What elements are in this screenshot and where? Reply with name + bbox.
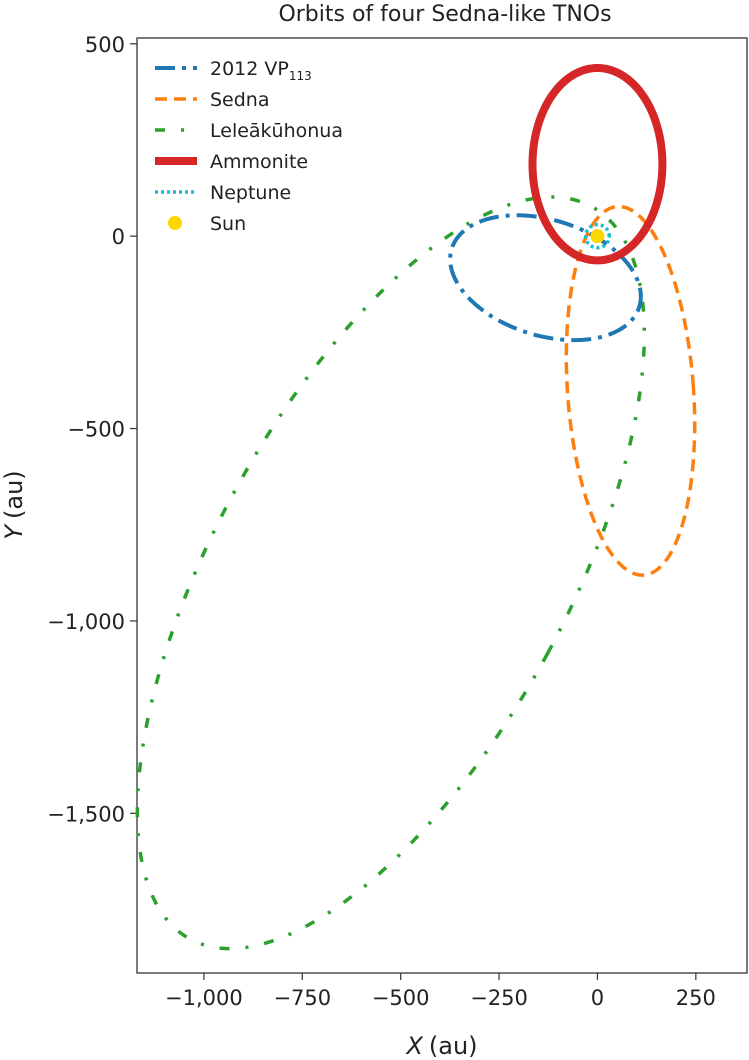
orbit-lele-k-honua	[135, 195, 647, 951]
legend-label-text: Leleākūhonua	[210, 120, 343, 142]
x-tick-label: 0	[591, 986, 604, 1010]
legend-label-text: Ammonite	[210, 151, 308, 173]
y-tick-label: −1,500	[47, 802, 125, 826]
legend-label-ammonite: Ammonite	[210, 151, 308, 173]
y-tick-label: −500	[67, 418, 125, 442]
x-axis-ticks: −1,000 −750 −500 −250 0 250	[165, 973, 716, 1010]
x-axis-label: X (au)	[404, 1032, 477, 1060]
orbits-layer	[135, 64, 697, 951]
orbit-ammonite	[528, 64, 667, 265]
y-tick-label: 0	[112, 225, 125, 249]
y-axis-ticks: 500 0 −500 −1,000 −1,500	[47, 33, 137, 826]
x-tick-label: −750	[273, 986, 331, 1010]
chart-title: Orbits of four Sedna-like TNOs	[278, 2, 611, 27]
legend-label-neptune: Neptune	[210, 182, 291, 204]
y-axis-label-unit: (au)	[0, 470, 28, 519]
y-tick-label: 500	[85, 33, 125, 57]
y-tick-label: −1,000	[47, 610, 125, 634]
sun-marker	[590, 229, 605, 244]
legend-swatch-sun	[168, 216, 182, 230]
x-tick-label: −1,000	[165, 986, 243, 1010]
legend-label-subscript: 113	[289, 69, 312, 83]
legend-label-text: Neptune	[210, 182, 291, 204]
plot-frame	[136, 37, 748, 974]
legend: 2012 VP113 Sedna Leleākūhonua Ammonite Neptu…	[155, 58, 343, 235]
legend-label-text: Sedna	[210, 89, 270, 111]
legend-label-2012-vp: 2012 VP113	[210, 58, 312, 83]
orbit-neptune	[583, 222, 612, 250]
x-axis-label-unit: (au)	[429, 1032, 478, 1060]
x-tick-label: −500	[372, 986, 430, 1010]
legend-label-sedna: Sedna	[210, 89, 270, 111]
legend-label-sun: Sun	[210, 213, 246, 235]
legend-label-text: 2012 VP	[210, 58, 289, 80]
x-axis-label-var: X	[404, 1032, 423, 1060]
x-tick-label: −250	[470, 986, 528, 1010]
x-tick-label: 250	[676, 986, 716, 1010]
legend-label-lele-k-honua: Leleākūhonua	[210, 120, 343, 142]
legend-label-text: Sun	[210, 213, 246, 235]
orbit-2012-vp	[448, 213, 643, 343]
y-axis-label: Y (au)	[0, 470, 28, 539]
y-axis-label-var: Y	[0, 523, 28, 540]
